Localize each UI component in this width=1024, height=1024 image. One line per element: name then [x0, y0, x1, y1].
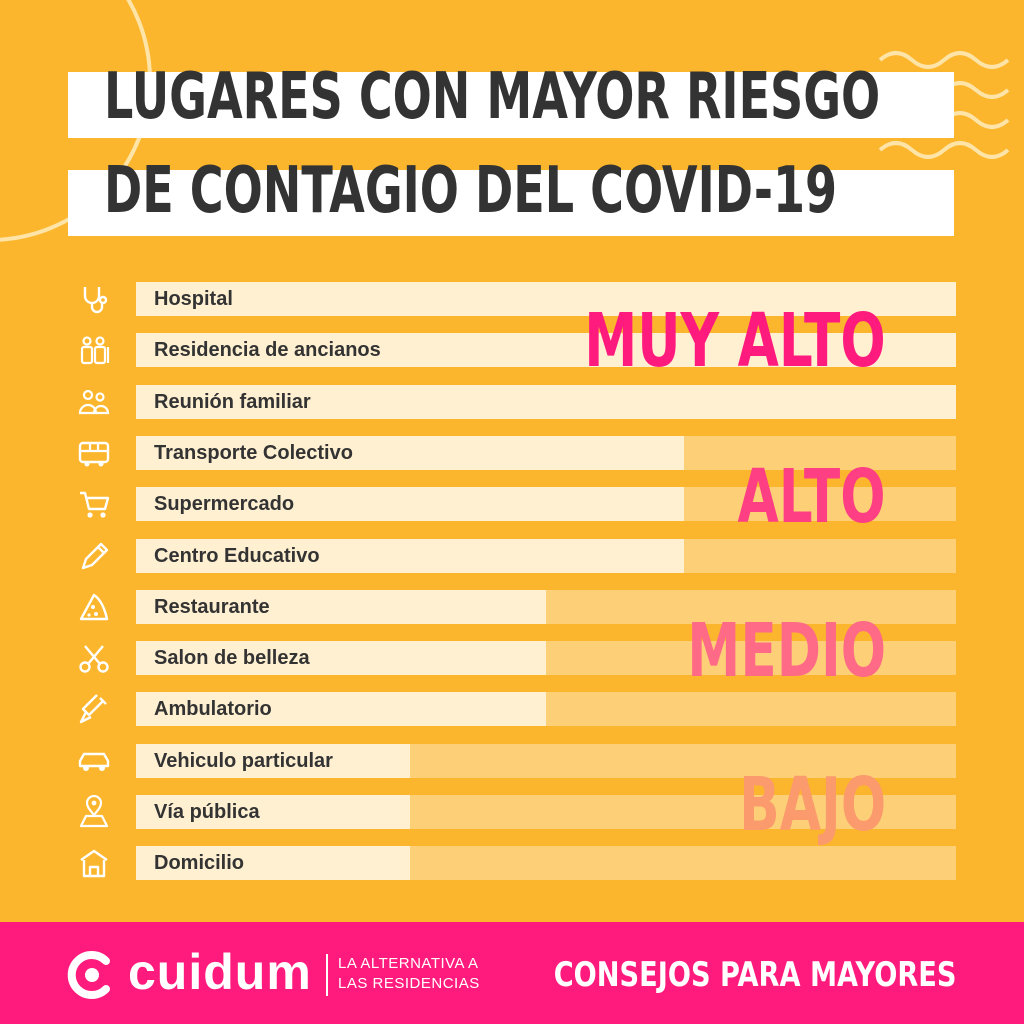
shopping-cart-icon: [76, 487, 112, 523]
risk-bar-fill: [136, 590, 546, 624]
car-icon: [76, 744, 112, 780]
place-label: Restaurante: [154, 596, 270, 618]
place-label: Residencia de ancianos: [154, 339, 381, 361]
risk-bar-fill: [136, 744, 410, 778]
place-label: Supermercado: [154, 493, 295, 515]
place-row: Domicilio: [76, 846, 956, 880]
place-row: Hospital: [76, 282, 956, 316]
tagline-line-1: LA ALTERNATIVA A: [338, 955, 479, 972]
level-label-alto: ALTO: [737, 454, 886, 540]
place-label: Salon de belleza: [154, 647, 310, 669]
pencil-icon: [76, 539, 112, 575]
risk-bar-fill: [136, 487, 684, 521]
risk-bar-fill: [136, 641, 546, 675]
risk-bar-fill: [136, 539, 684, 573]
pizza-slice-icon: [76, 590, 112, 626]
level-label-muy-alto: MUY ALTO: [584, 298, 886, 384]
risk-bar-fill: [136, 282, 956, 316]
place-row: Supermercado: [76, 487, 956, 521]
cuidum-logo-icon: [67, 951, 110, 999]
place-label: Reunión familiar: [154, 391, 311, 413]
bus-icon: [76, 436, 112, 472]
brand-name: cuidum: [128, 944, 312, 1000]
place-row: Restaurante: [76, 590, 956, 624]
title-line-1: LUGARES CON MAYOR RIESGO: [104, 60, 881, 134]
syringe-icon: [76, 692, 112, 728]
place-row: Residencia de ancianos: [76, 333, 956, 367]
family-gathering-icon: [76, 385, 112, 421]
risk-bar-fill: [136, 333, 956, 367]
place-label: Centro Educativo: [154, 545, 320, 567]
scissors-icon: [76, 641, 112, 677]
place-row: Transporte Colectivo: [76, 436, 956, 470]
house-icon: [76, 846, 112, 882]
place-row: Salon de belleza: [76, 641, 956, 675]
title-band: [68, 72, 954, 138]
risk-bar-fill: [136, 846, 410, 880]
place-label: Vía pública: [154, 801, 260, 823]
place-row: Vehiculo particular: [76, 744, 956, 778]
place-label: Transporte Colectivo: [154, 442, 353, 464]
title-band: [68, 170, 954, 236]
place-label: Ambulatorio: [154, 698, 272, 720]
place-label: Vehiculo particular: [154, 750, 333, 772]
place-row: Reunión familiar: [76, 385, 956, 419]
place-label: Domicilio: [154, 852, 245, 874]
risk-bar-fill: [136, 436, 684, 470]
level-label-bajo: BAJO: [739, 762, 886, 848]
map-pin-icon: [76, 794, 112, 831]
level-label-medio: MEDIO: [687, 608, 886, 694]
place-row: Centro Educativo: [76, 539, 956, 573]
risk-bar-fill: [136, 795, 410, 829]
risk-bar-fill: [136, 692, 546, 726]
tagline-line-2: LAS RESIDENCIAS: [338, 975, 480, 992]
stethoscope-icon: [76, 282, 112, 318]
title-line-2: DE CONTAGIO DEL COVID-19: [104, 154, 838, 228]
place-row: Ambulatorio: [76, 692, 956, 726]
place-label: Hospital: [154, 288, 233, 310]
footer-bar: cuidum LA ALTERNATIVA A LAS RESIDENCIAS …: [0, 922, 1024, 1024]
elderly-people-icon: [76, 333, 112, 369]
footer-right-text: CONSEJOS PARA MAYORES: [553, 955, 956, 995]
tagline-divider: [326, 954, 328, 996]
risk-bar-fill: [136, 385, 956, 419]
place-row: Vía pública: [76, 794, 956, 831]
